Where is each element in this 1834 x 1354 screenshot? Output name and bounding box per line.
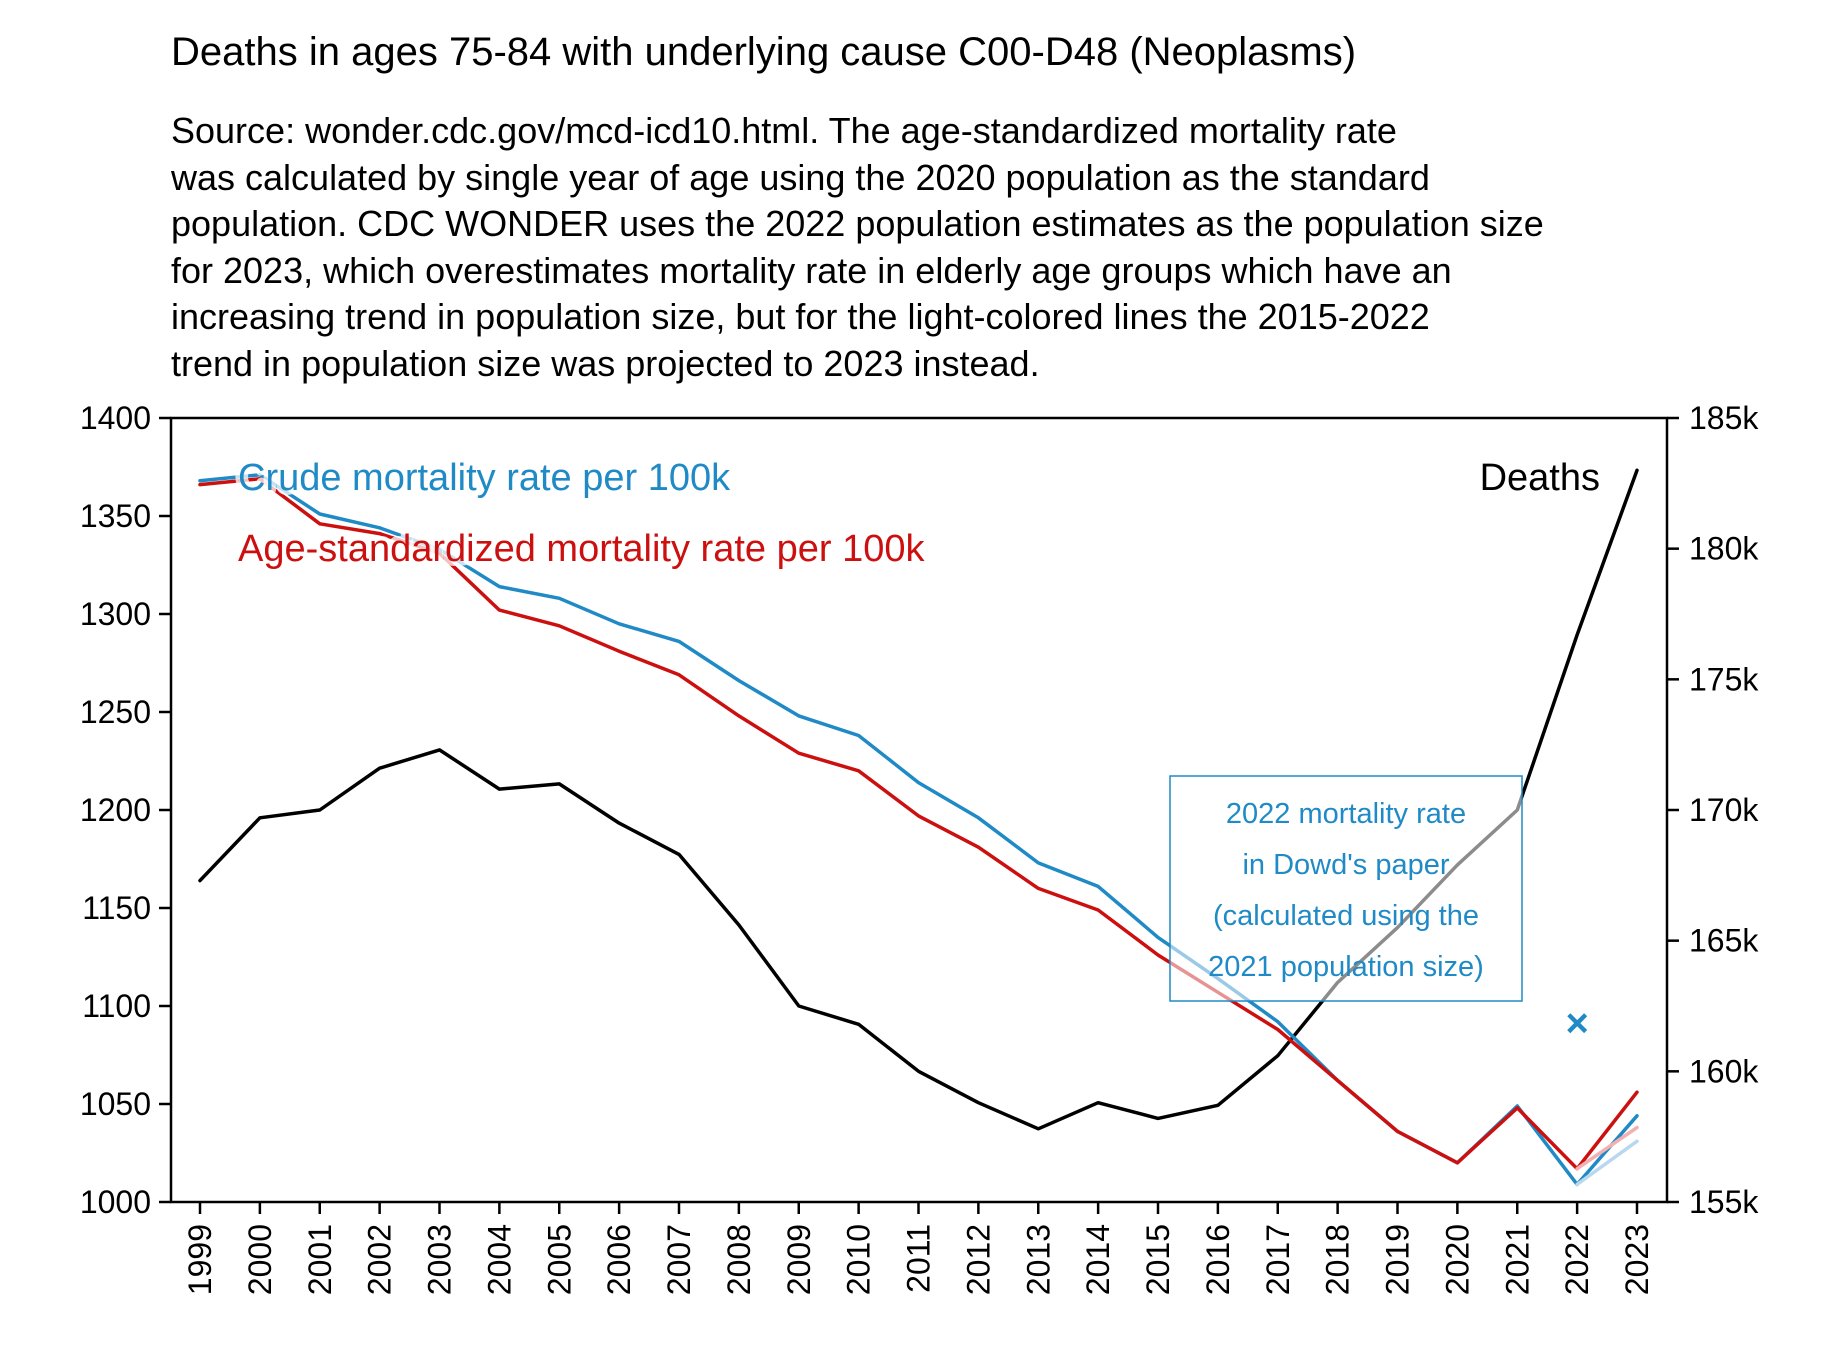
chart-subtitle: Source: wonder.cdc.gov/mcd-icd10.html. T… <box>171 108 1811 387</box>
x-tick-label: 2003 <box>422 1224 458 1295</box>
y-right-tick-label: 180k <box>1689 531 1759 567</box>
x-tick-label: 2020 <box>1439 1224 1475 1295</box>
y-left-tick-label: 1250 <box>80 694 151 730</box>
annotation-line: in Dowd's paper <box>1242 849 1449 881</box>
x-tick-label: 2006 <box>601 1224 637 1295</box>
x-tick-label: 2014 <box>1080 1224 1116 1295</box>
subtitle-line: for 2023, which overestimates mortality … <box>171 249 1452 291</box>
x-tick-label: 2010 <box>841 1224 877 1295</box>
subtitle-line: population. CDC WONDER uses the 2022 pop… <box>171 203 1544 244</box>
crude-projected-line <box>1575 1139 1639 1187</box>
legend-deaths: Deaths <box>1480 457 1600 499</box>
y-left-tick-label: 1300 <box>80 596 151 632</box>
x-tick-label: 2017 <box>1260 1224 1296 1295</box>
x-tick-label: 2000 <box>242 1224 278 1295</box>
x-tick-label: 2012 <box>960 1224 996 1295</box>
y-left-tick-label: 1050 <box>80 1086 151 1122</box>
y-left-tick-label: 1350 <box>80 498 151 534</box>
subtitle-line: Source: wonder.cdc.gov/mcd-icd10.html. T… <box>171 110 1397 151</box>
age-standardized-projected-line <box>1575 1125 1639 1171</box>
y-left-tick-label: 1150 <box>82 890 151 926</box>
y-left-tick-label: 1200 <box>80 792 151 828</box>
x-tick-label: 2002 <box>362 1224 398 1295</box>
x-tick-label: 2019 <box>1380 1224 1416 1295</box>
x-tick-label: 2021 <box>1499 1224 1535 1295</box>
x-tick-label: 2018 <box>1320 1224 1356 1295</box>
x-tick-label: 2001 <box>302 1224 338 1295</box>
x-tick-label: 2005 <box>541 1224 577 1295</box>
annotation-line: 2021 population size) <box>1208 951 1484 983</box>
x-tick-label: 1999 <box>182 1224 218 1295</box>
y-right-tick-label: 165k <box>1689 923 1759 959</box>
x-tick-label: 2009 <box>781 1224 817 1295</box>
x-tick-label: 2007 <box>661 1224 697 1295</box>
chart-title: Deaths in ages 75-84 with underlying cau… <box>171 30 1357 74</box>
subtitle-line: trend in population size was projected t… <box>171 342 1040 384</box>
x-tick-label: 2016 <box>1200 1224 1236 1295</box>
y-left-tick-label: 1400 <box>80 400 151 436</box>
x-tick-label: 2013 <box>1020 1224 1056 1295</box>
subtitle-line: was calculated by single year of age usi… <box>171 156 1430 198</box>
subtitle-line: increasing trend in population size, but… <box>171 296 1430 337</box>
legend-crude-rate: Crude mortality rate per 100k <box>238 457 731 499</box>
y-right-tick-label: 160k <box>1689 1053 1759 1089</box>
x-tick-label: 2023 <box>1619 1224 1655 1295</box>
legend-age-standardized-rate: Age-standardized mortality rate per 100k <box>238 528 925 570</box>
annotation-line: (calculated using the <box>1213 900 1479 932</box>
x-tick-label: 2022 <box>1559 1224 1595 1295</box>
y-right-tick-label: 155k <box>1689 1184 1759 1220</box>
y-right-tick-label: 170k <box>1689 792 1759 828</box>
x-tick-label: 2015 <box>1140 1224 1176 1295</box>
x-tick-label: 2008 <box>721 1224 757 1295</box>
y-left-tick-label: 1100 <box>82 988 151 1024</box>
y-right-tick-label: 185k <box>1689 400 1759 436</box>
annotation-box <box>1169 775 1523 1002</box>
y-left-tick-label: 1000 <box>80 1184 151 1220</box>
annotation-line: 2022 mortality rate <box>1226 798 1466 830</box>
x-tick-label: 2004 <box>481 1224 517 1295</box>
y-right-tick-label: 175k <box>1689 661 1759 697</box>
dowd-2022-marker: × <box>1565 1002 1588 1046</box>
x-tick-label: 2011 <box>901 1224 937 1293</box>
